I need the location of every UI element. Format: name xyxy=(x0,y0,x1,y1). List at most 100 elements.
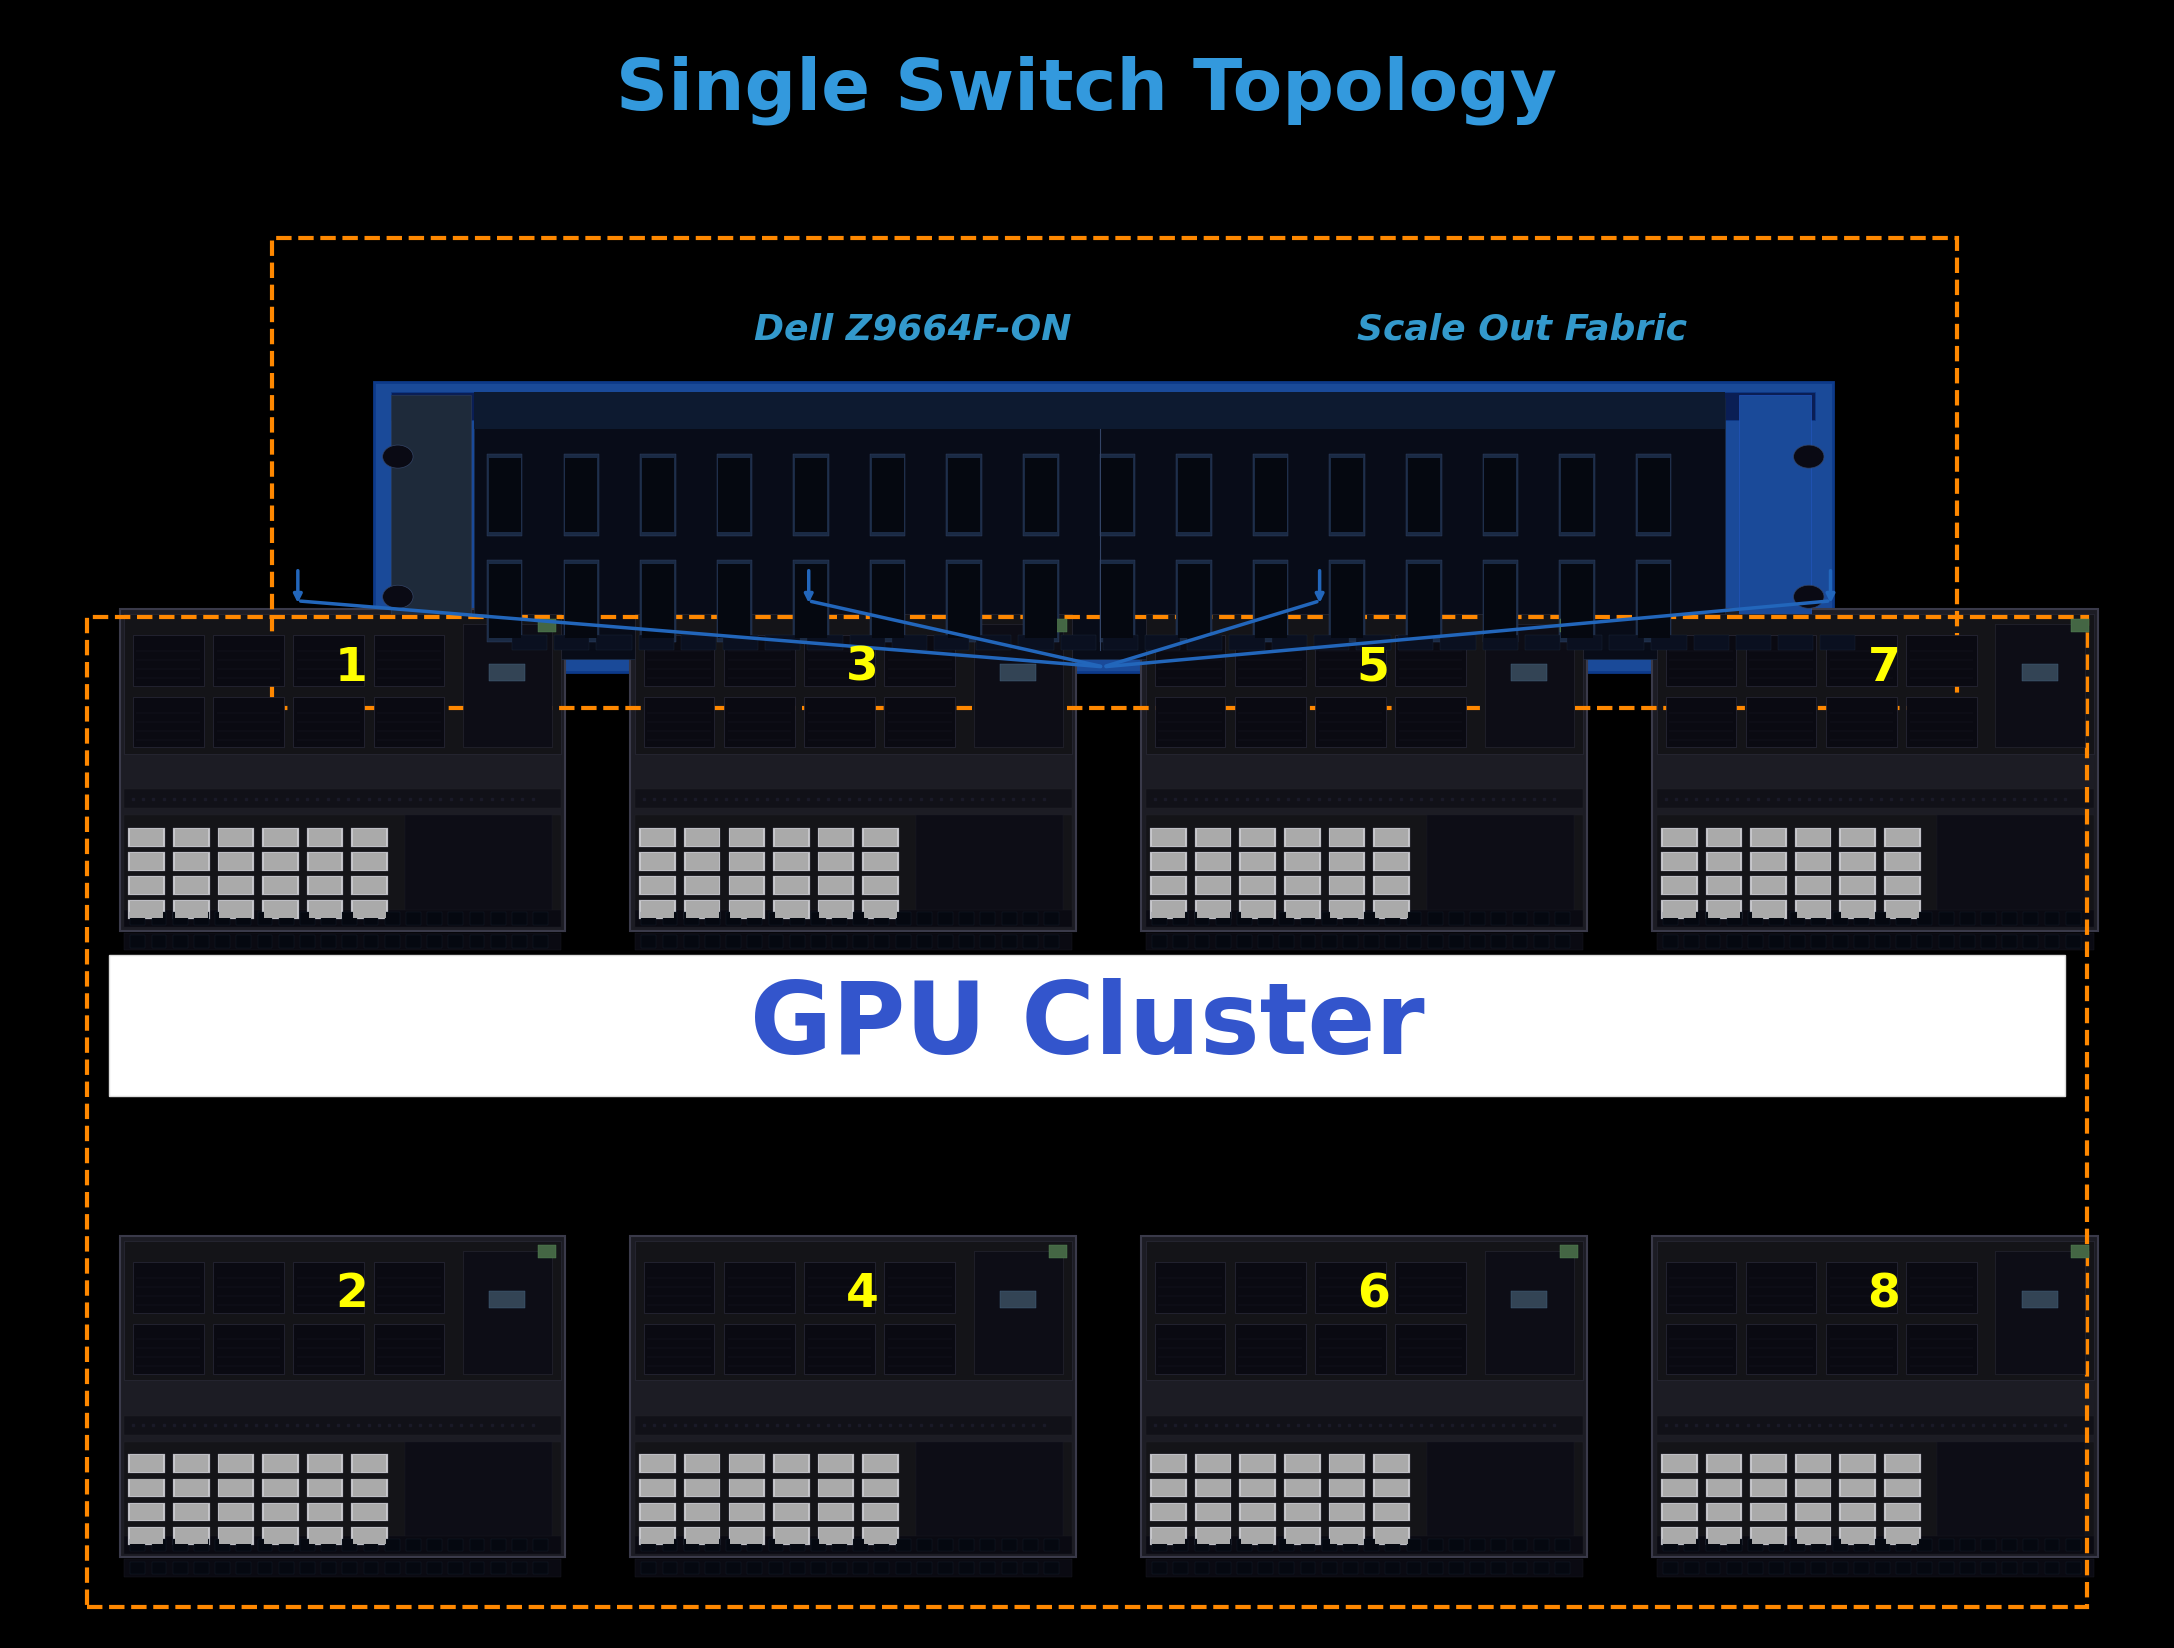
Bar xyxy=(704,1562,720,1574)
Bar xyxy=(341,936,357,948)
Bar xyxy=(1150,900,1187,920)
Bar xyxy=(130,1528,163,1544)
Bar xyxy=(980,936,996,948)
Bar xyxy=(639,1526,676,1546)
Bar xyxy=(644,1262,715,1313)
Bar xyxy=(1746,1323,1817,1374)
Bar xyxy=(959,913,974,925)
Bar xyxy=(1750,877,1787,895)
Bar xyxy=(1704,913,1720,925)
Bar xyxy=(683,913,698,925)
Bar xyxy=(1285,1528,1320,1544)
Bar xyxy=(774,1526,809,1546)
Bar xyxy=(774,852,809,872)
Bar xyxy=(385,913,400,925)
Bar xyxy=(639,636,674,651)
Bar xyxy=(307,1526,343,1546)
Bar xyxy=(128,1455,165,1473)
Text: 7: 7 xyxy=(1867,644,1900,691)
Bar xyxy=(1196,854,1230,870)
Bar xyxy=(257,913,272,925)
Bar xyxy=(307,900,343,920)
Bar xyxy=(1196,1562,1209,1574)
Bar xyxy=(789,1539,804,1551)
Bar xyxy=(1239,1478,1276,1498)
Bar xyxy=(717,560,752,643)
Bar xyxy=(1328,1455,1365,1473)
Bar xyxy=(1833,913,1848,925)
Bar xyxy=(174,829,209,845)
Circle shape xyxy=(383,447,413,470)
Bar xyxy=(263,877,298,895)
Bar xyxy=(1152,1503,1185,1521)
Bar xyxy=(1885,829,1920,845)
Bar xyxy=(470,1539,485,1551)
Bar xyxy=(1746,697,1817,748)
Bar xyxy=(863,900,898,920)
Bar xyxy=(1726,936,1741,948)
Bar xyxy=(1770,1539,1785,1551)
Bar xyxy=(704,913,720,925)
Bar xyxy=(1554,1562,1570,1574)
Bar xyxy=(174,877,209,895)
Bar xyxy=(1657,1416,2094,1435)
Bar xyxy=(1196,1526,1230,1546)
Bar xyxy=(293,636,363,687)
Bar xyxy=(1428,1562,1444,1574)
Bar xyxy=(641,854,674,870)
Bar xyxy=(1961,936,1974,948)
Bar xyxy=(237,936,252,948)
Bar xyxy=(717,565,750,638)
Bar xyxy=(426,913,441,925)
Bar xyxy=(774,1455,809,1472)
Bar xyxy=(174,854,209,870)
Bar xyxy=(811,1539,826,1551)
Bar xyxy=(1254,565,1287,638)
Bar xyxy=(1694,636,1728,651)
Bar xyxy=(728,877,765,895)
Bar xyxy=(1154,1323,1226,1374)
Bar xyxy=(489,460,520,532)
Bar xyxy=(1196,877,1230,895)
Text: 5: 5 xyxy=(1357,644,1389,691)
Bar xyxy=(1826,697,1896,748)
Bar xyxy=(728,852,765,872)
Bar xyxy=(1374,1480,1409,1496)
Bar xyxy=(1485,565,1515,638)
Bar xyxy=(130,1480,163,1496)
Bar xyxy=(789,936,804,948)
Bar xyxy=(1174,1562,1189,1574)
Bar xyxy=(133,697,204,748)
Bar xyxy=(1748,936,1763,948)
Bar xyxy=(726,936,741,948)
Bar xyxy=(309,901,341,918)
Bar xyxy=(1833,1539,1848,1551)
Bar xyxy=(1285,877,1320,895)
Bar xyxy=(1561,460,1594,532)
Bar xyxy=(1278,913,1294,925)
Bar xyxy=(804,1323,874,1374)
Bar xyxy=(635,789,1072,809)
Bar xyxy=(1285,1503,1320,1521)
Bar xyxy=(794,560,828,643)
Bar xyxy=(448,1562,463,1574)
Bar xyxy=(2044,1562,2059,1574)
Bar xyxy=(1657,1442,2094,1551)
Bar xyxy=(1146,816,1583,925)
Bar xyxy=(980,1562,996,1574)
Bar xyxy=(1652,636,1687,651)
Bar xyxy=(946,560,983,643)
Bar xyxy=(309,1455,341,1472)
Bar xyxy=(1152,1480,1185,1496)
Bar xyxy=(946,455,983,537)
Bar xyxy=(974,1251,1063,1374)
Bar xyxy=(533,936,548,948)
Bar xyxy=(1024,560,1059,643)
Bar xyxy=(1196,1478,1230,1498)
Bar xyxy=(1885,1455,1920,1473)
Bar xyxy=(1300,913,1315,925)
Bar xyxy=(1661,900,1698,920)
Bar xyxy=(811,1562,826,1574)
Bar xyxy=(1196,829,1230,845)
Bar xyxy=(463,1251,552,1374)
